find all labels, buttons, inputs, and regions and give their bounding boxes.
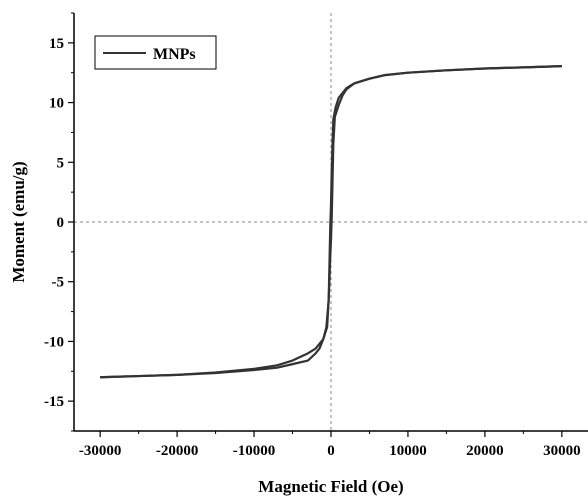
legend: MNPs	[94, 35, 217, 70]
x-tick-label: -30000	[79, 443, 122, 459]
x-tick-label: 20000	[466, 443, 504, 459]
y-tick-label: 10	[49, 96, 64, 112]
y-tick-label: 15	[49, 36, 64, 52]
x-tick-label: 30000	[543, 443, 581, 459]
x-axis-ticks: -30000 -20000 -10000 0 10000 20000 30000	[79, 431, 581, 459]
x-tick-label: -20000	[156, 443, 199, 459]
x-tick-label: 0	[327, 443, 335, 459]
x-axis-title: Magnetic Field (Oe)	[258, 477, 403, 496]
zero-reference-lines	[74, 13, 588, 431]
x-tick-label: -10000	[233, 443, 276, 459]
series-line-mnps-branch-2	[100, 65, 562, 379]
y-axis-title: Moment (emu/g)	[9, 161, 28, 282]
x-tick-label: 10000	[389, 443, 427, 459]
y-tick-label: -15	[44, 394, 64, 410]
legend-label-mnps: MNPs	[153, 46, 196, 63]
y-axis-ticks: -15 -10 -5 0 5 10 15	[44, 12, 74, 432]
y-tick-label: 0	[57, 215, 65, 231]
y-tick-label: -10	[44, 334, 64, 350]
series-layer	[100, 65, 562, 379]
y-tick-label: -5	[52, 275, 65, 291]
y-tick-label: 5	[57, 155, 65, 171]
